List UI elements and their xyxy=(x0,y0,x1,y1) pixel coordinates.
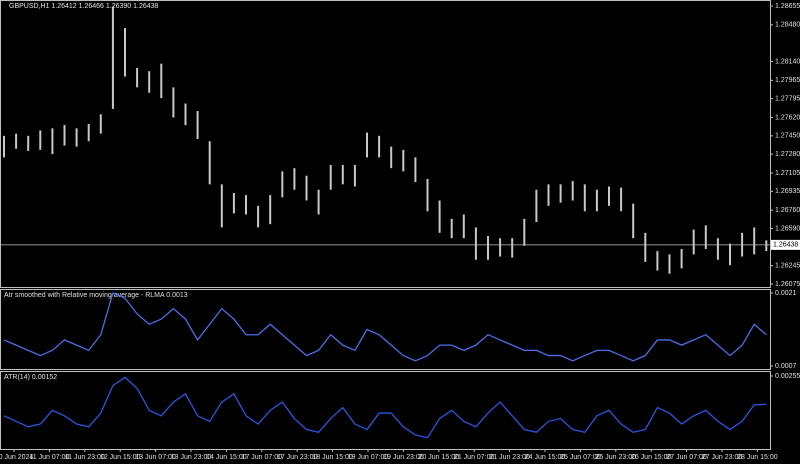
y-tick-label: 1.27105 xyxy=(775,170,800,177)
x-tick-label: 25 Jun 07:00 xyxy=(560,454,601,461)
y-tick-label: 1.27450 xyxy=(775,133,800,140)
indicator-line xyxy=(3,376,767,439)
atr-panel xyxy=(0,371,771,450)
y-tick-label: 1.26935 xyxy=(775,188,800,195)
x-tick-label: 10 Jun 2024 xyxy=(0,454,33,461)
x-tick-label: 24 Jun 15:00 xyxy=(525,454,566,461)
indicator-line xyxy=(3,292,767,362)
x-tick-label: 19 Jun 23:00 xyxy=(383,454,424,461)
x-tick-label: 25 Jun 23:00 xyxy=(596,454,637,461)
y-tick-label: 1.26590 xyxy=(775,225,800,232)
y-tick-label: 1.27620 xyxy=(775,114,800,121)
x-tick-label: 13 Jun 07:00 xyxy=(135,454,176,461)
atr-title: ATR(14) 0.00152 xyxy=(4,374,57,381)
x-tick-label: 20 Jun 15:00 xyxy=(419,454,460,461)
y-tick-label: 1.27795 xyxy=(775,96,800,103)
x-tick-label: 13 Jun 23:00 xyxy=(171,454,212,461)
y-tick-label: 1.27280 xyxy=(775,151,800,158)
x-tick-label: 12 Jun 15:00 xyxy=(100,454,141,461)
x-tick-label: 27 Jun 23:00 xyxy=(702,454,743,461)
price-label: 1.26438 xyxy=(773,242,798,249)
y-tick-label: 1.27965 xyxy=(775,77,800,84)
x-tick-label: 11 Jun 07:00 xyxy=(29,454,69,461)
x-tick-label: 14 Jun 15:00 xyxy=(206,454,247,461)
x-tick-label: 17 Jun 07:00 xyxy=(242,454,283,461)
y-tick-label: 1.28140 xyxy=(775,58,800,65)
x-tick-label: 17 Jun 23:00 xyxy=(277,454,318,461)
price-title: GBPUSD,H1 1.26412 1.26466 1.26390 1.2643… xyxy=(9,3,159,10)
x-tick-label: 19 Jun 07:00 xyxy=(348,454,389,461)
price-panel xyxy=(0,0,771,288)
x-tick-label: 21 Jun 23:00 xyxy=(489,454,530,461)
rlma-title: Atr smoothed with Relative moving averag… xyxy=(4,292,188,299)
y-tick-label: 0.00255 xyxy=(775,373,800,380)
x-tick-label: 11 Jun 23:00 xyxy=(65,454,105,461)
x-tick-label: 27 Jun 07:00 xyxy=(666,454,707,461)
y-tick-label: 1.26075 xyxy=(775,281,800,288)
y-tick-label: 1.28480 xyxy=(775,22,800,29)
x-tick-label: 28 Jun 15:00 xyxy=(737,454,778,461)
x-tick-label: 21 Jun 07:00 xyxy=(454,454,495,461)
price-label-box xyxy=(771,239,800,250)
x-tick-label: 18 Jun 15:00 xyxy=(312,454,353,461)
y-tick-label: 1.26245 xyxy=(775,263,800,270)
y-tick-label: 1.26760 xyxy=(775,207,800,214)
y-tick-label: 0.0007 xyxy=(775,363,797,370)
y-tick-label: 1.28655 xyxy=(775,3,800,10)
x-tick-label: 26 Jun 15:00 xyxy=(631,454,672,461)
rlma-panel xyxy=(0,289,771,370)
y-tick-label: 0.0021 xyxy=(775,290,797,297)
